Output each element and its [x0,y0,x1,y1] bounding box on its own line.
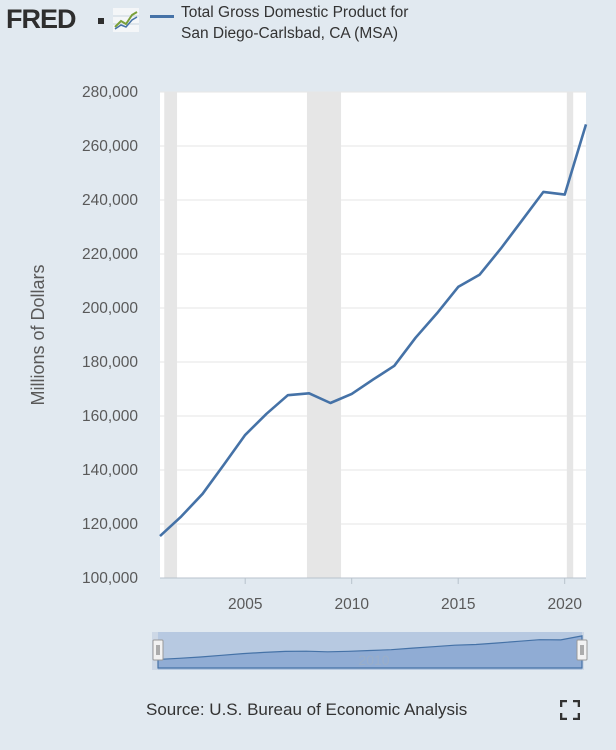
x-tick-label: 2020 [547,596,582,613]
y-tick-label: 180,000 [82,354,138,371]
y-tick-label: 200,000 [82,300,138,317]
recession-band [306,92,342,578]
series-line[interactable] [159,124,588,538]
legend[interactable]: Total Gross Domestic Product for San Die… [150,2,450,72]
y-axis-ticks: 100,000 120,000 140,000 160,000 180,000 200,0… [82,84,138,587]
y-tick-label: 100,000 [82,570,138,587]
navigator-year-label: 2010 [358,652,389,668]
y-tick-label: 280,000 [82,84,138,101]
chart-header: FRED Total Gross Domestic Product for Sa… [0,0,616,78]
gridlines [160,91,586,579]
recession-shading [164,92,574,578]
trend-line-icon [113,8,139,32]
y-axis-title: Millions of Dollars [28,264,48,405]
line-chart: 100,000 120,000 140,000 160,000 180,000 200,0… [28,84,588,613]
legend-series-label: Total Gross Domestic Product for San Die… [181,4,409,42]
legend-swatch [150,15,174,18]
navigator-right-handle[interactable] [576,639,588,661]
logo-dot [98,18,104,24]
x-tick-label: 2005 [228,596,262,613]
y-tick-label: 160,000 [82,408,138,425]
range-navigator[interactable]: 2010 [152,632,592,682]
x-tick-label: 2010 [334,596,369,613]
y-tick-label: 240,000 [82,192,138,209]
logo-text: FRED [6,4,76,34]
y-tick-label: 120,000 [82,516,138,533]
plot-background [160,92,586,578]
x-tick-label: 2015 [441,596,475,613]
source-text: Source: U.S. Bureau of Economic Analysis [146,700,468,719]
y-tick-label: 140,000 [82,462,138,479]
fred-logo[interactable]: FRED [6,2,146,36]
x-axis-ticks: 2005 2010 2015 2020 [228,578,582,613]
recession-band [164,92,178,578]
y-tick-label: 220,000 [82,246,138,263]
navigator-left-handle[interactable] [152,639,164,661]
navigator-area [157,635,583,669]
fullscreen-icon[interactable] [560,700,580,720]
y-tick-label: 260,000 [82,138,138,155]
recession-band [566,92,574,578]
